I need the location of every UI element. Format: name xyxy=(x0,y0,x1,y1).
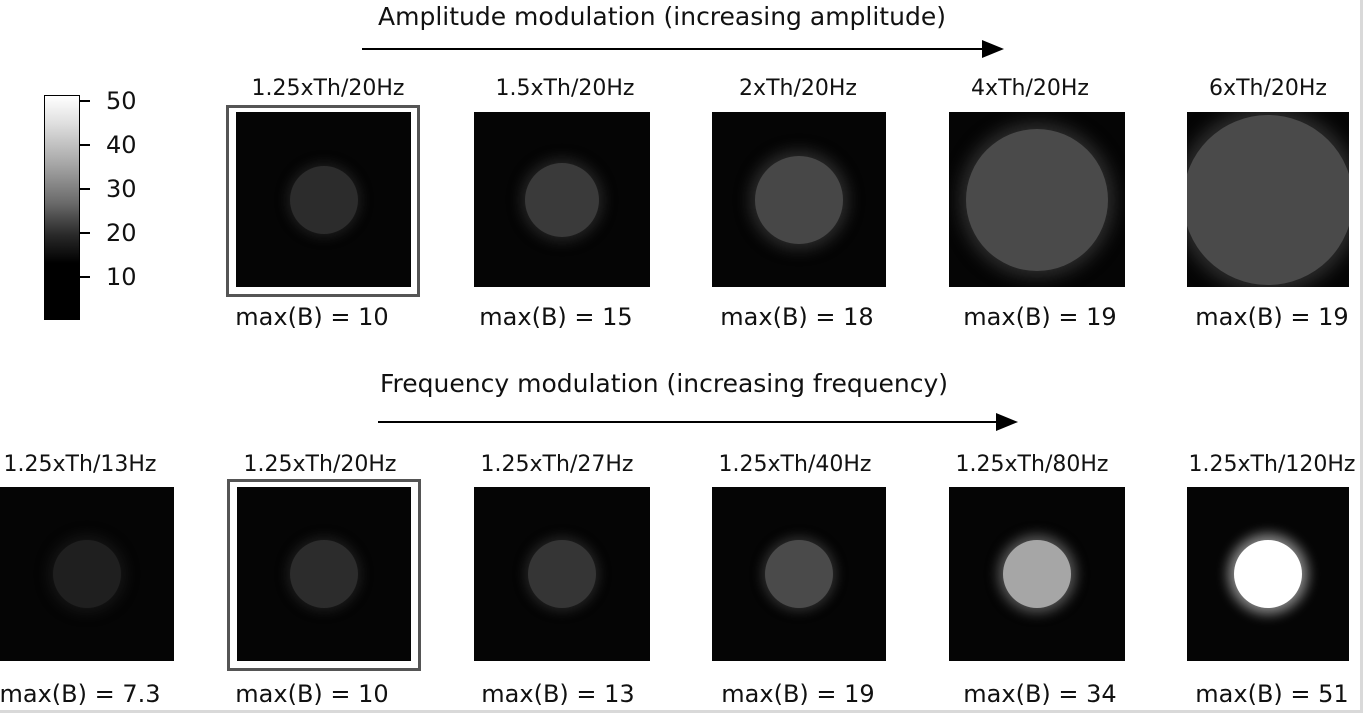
amp-panel-label: 6xTh/20Hz xyxy=(1209,76,1327,101)
amp-max-label: max(B) = 18 xyxy=(720,303,874,331)
amp-panel-image xyxy=(474,112,650,287)
freq-panel-image xyxy=(474,487,650,661)
amp-panel-image xyxy=(1187,112,1349,287)
freq-panel-label: 1.25xTh/20Hz xyxy=(243,452,397,477)
freq-panel-image xyxy=(1187,487,1349,661)
frequency-arrow xyxy=(378,410,1018,434)
amp-max-label: max(B) = 19 xyxy=(963,303,1117,331)
amp-panel-label: 4xTh/20Hz xyxy=(971,76,1089,101)
freq-max-label: max(B) = 13 xyxy=(481,680,635,708)
freq-panel-image xyxy=(949,487,1125,661)
freq-max-label: max(B) = 34 xyxy=(963,680,1117,708)
colorbar-tick xyxy=(80,144,90,146)
freq-max-label: max(B) = 19 xyxy=(721,680,875,708)
freq-max-label: max(B) = 7.3 xyxy=(0,680,161,708)
freq-panel-image xyxy=(0,487,174,661)
colorbar-tick-label: 50 xyxy=(106,87,137,115)
amplitude-heading: Amplitude modulation (increasing amplitu… xyxy=(378,2,946,31)
freq-panel-label: 1.25xTh/120Hz xyxy=(1188,452,1356,477)
colorbar-tick-label: 40 xyxy=(106,131,137,159)
freq-panel-image xyxy=(237,487,411,661)
colorbar-tick xyxy=(80,276,90,278)
colorbar-tick xyxy=(80,100,90,102)
selected-panel-box xyxy=(227,479,421,671)
freq-max-label: max(B) = 51 xyxy=(1195,680,1349,708)
colorbar-tick-label: 20 xyxy=(106,219,137,247)
amp-panel-image xyxy=(236,112,411,287)
freq-panel-label: 1.25xTh/27Hz xyxy=(480,452,634,477)
amp-max-label: max(B) = 10 xyxy=(235,303,389,331)
freq-max-label: max(B) = 10 xyxy=(235,680,389,708)
freq-panel-image xyxy=(712,487,886,661)
colorbar-tick-label: 10 xyxy=(106,263,137,291)
colorbar-tick xyxy=(80,188,90,190)
amp-panel-image xyxy=(949,112,1125,287)
frequency-heading: Frequency modulation (increasing frequen… xyxy=(380,369,949,398)
amp-panel-label: 1.5xTh/20Hz xyxy=(495,76,635,101)
freq-panel-label: 1.25xTh/13Hz xyxy=(3,452,157,477)
colorbar-tick xyxy=(80,232,90,234)
selected-panel-box xyxy=(226,105,420,297)
colorbar xyxy=(44,95,80,320)
amp-panel-image xyxy=(712,112,886,287)
amp-max-label: max(B) = 15 xyxy=(479,303,633,331)
freq-panel-label: 1.25xTh/40Hz xyxy=(718,452,872,477)
amplitude-arrow xyxy=(362,37,1004,61)
colorbar-tick-label: 30 xyxy=(106,175,137,203)
freq-panel-label: 1.25xTh/80Hz xyxy=(955,452,1109,477)
amp-panel-label: 2xTh/20Hz xyxy=(739,76,857,101)
amp-max-label: max(B) = 19 xyxy=(1195,303,1349,331)
amp-panel-label: 1.25xTh/20Hz xyxy=(251,76,405,101)
